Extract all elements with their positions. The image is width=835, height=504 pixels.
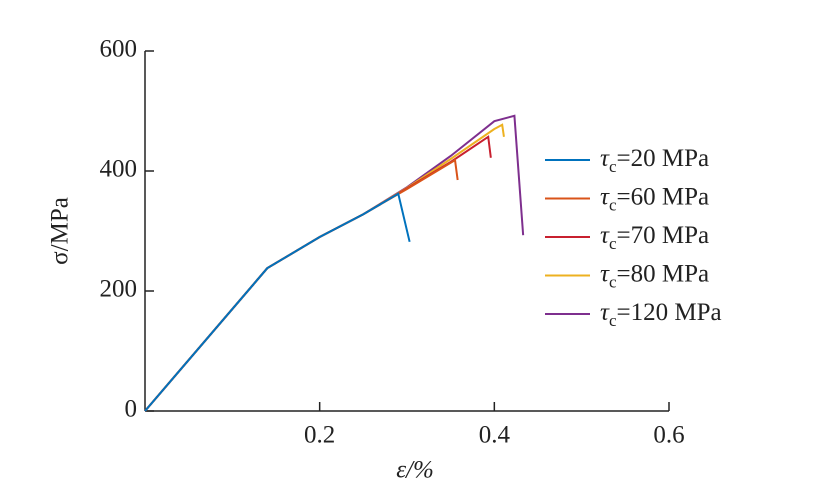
series-line <box>144 158 459 412</box>
x-axis-label: ε/% <box>396 457 434 484</box>
series-line <box>144 123 505 412</box>
legend-label: τc=80 MPa <box>600 260 709 291</box>
y-tick-label: 600 <box>100 36 138 63</box>
series-line <box>144 135 492 412</box>
y-tick-label: 0 <box>125 396 138 423</box>
x-tick-label: 0.2 <box>304 422 335 449</box>
x-tick-label: 0.4 <box>479 422 511 449</box>
x-tick-label: 0.6 <box>653 422 684 449</box>
legend-label: τc=20 MPa <box>600 145 709 176</box>
series-line <box>144 192 411 412</box>
legend-label: τc=60 MPa <box>600 183 709 214</box>
y-axis-label: σ/MPa <box>47 197 74 265</box>
y-tick-label: 200 <box>100 276 138 303</box>
legend-label: τc=70 MPa <box>600 222 709 253</box>
legend-label: τc=120 MPa <box>600 299 722 330</box>
series-line <box>144 114 525 412</box>
y-tick-label: 400 <box>100 156 138 183</box>
